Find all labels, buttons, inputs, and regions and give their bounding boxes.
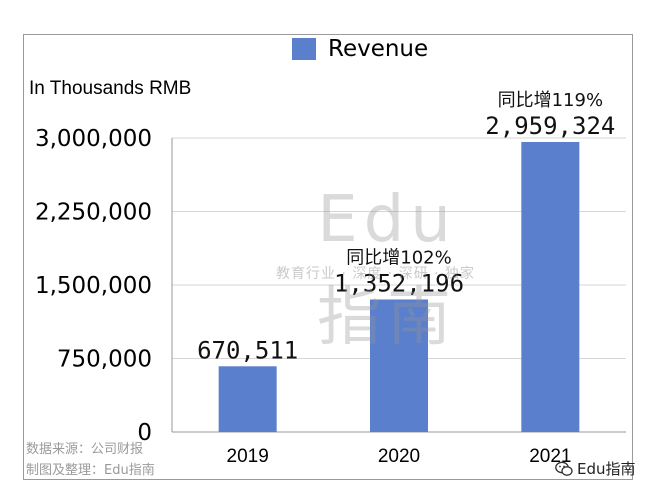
y-tick-label: 750,000 [57, 347, 152, 373]
watermark-tagline: 教育行业 · 深度 · 深研 · 独家 [276, 266, 476, 282]
legend-label: Revenue [328, 36, 429, 62]
y-tick-label: 1,500,000 [35, 273, 152, 299]
legend-swatch [292, 38, 316, 60]
data-label: 2,959,324 [485, 112, 615, 140]
bar [521, 141, 580, 432]
growth-label: 同比增102% [346, 247, 451, 268]
data-source-note: 数据来源：公司财报 [26, 442, 144, 457]
data-label: 670,511 [197, 336, 298, 364]
bar [218, 366, 277, 432]
credit-note: 制图及整理：Edu指南 [26, 463, 155, 478]
chart-frame [23, 34, 633, 480]
data-label: 1,352,196 [334, 269, 464, 297]
wechat-icon [555, 461, 573, 476]
legend: Revenue [292, 36, 428, 62]
y-tick-label: 0 [137, 420, 152, 446]
y-tick-label: 3,000,000 [35, 126, 152, 152]
growth-label: 同比增119% [498, 90, 603, 111]
x-tick-label: 2020 [378, 446, 420, 467]
x-tick-label: 2019 [227, 446, 269, 467]
brand-badge: Edu指南 [555, 458, 636, 479]
watermark-logo-bottom: 指南 [317, 281, 457, 355]
y-axis-unit-label: In Thousands RMB [29, 78, 192, 99]
watermark-logo-top: Edu [317, 183, 457, 257]
y-tick-label: 2,250,000 [35, 200, 152, 226]
bar [370, 299, 428, 432]
brand-label: Edu指南 [577, 460, 636, 478]
